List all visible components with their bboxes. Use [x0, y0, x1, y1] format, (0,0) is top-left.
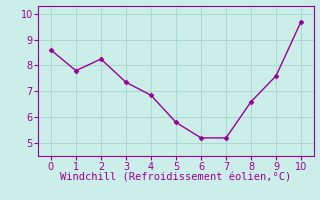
X-axis label: Windchill (Refroidissement éolien,°C): Windchill (Refroidissement éolien,°C) — [60, 173, 292, 183]
